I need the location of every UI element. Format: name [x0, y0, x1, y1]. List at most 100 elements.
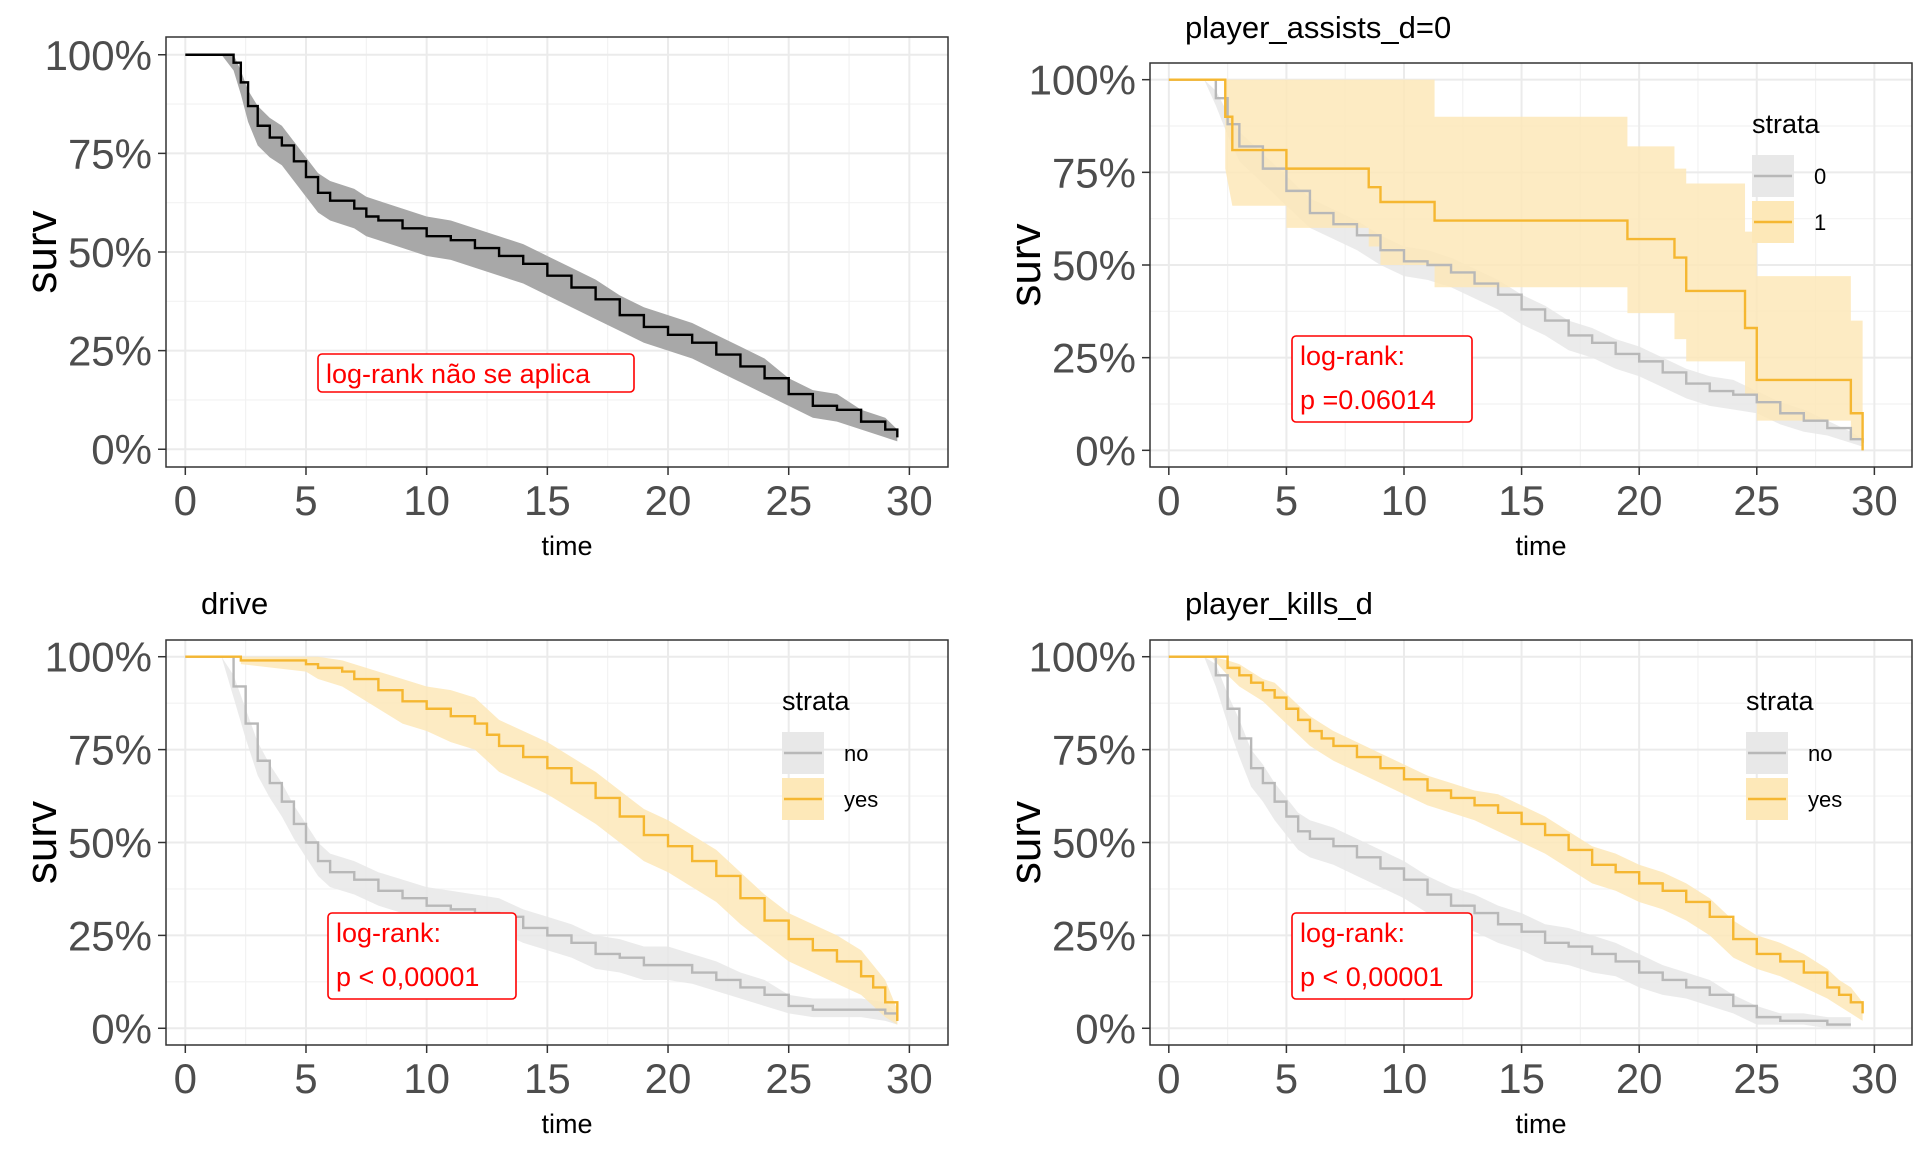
y-tick-label: 100%	[1029, 57, 1136, 104]
y-tick-label: 0%	[91, 1005, 152, 1052]
survival-line-overall	[185, 53, 899, 438]
x-tick-label: 5	[1275, 477, 1298, 524]
x-tick-label: 20	[1616, 477, 1663, 524]
legend-label: yes	[844, 787, 878, 812]
x-tick-label: 10	[403, 477, 450, 524]
x-axis-title: time	[541, 531, 592, 561]
x-tick-label: 30	[886, 477, 933, 524]
panel-1: 0 5 10 15 20 25 30 0% 25% 50% 75% 100% time surv log-r…	[17, 32, 949, 561]
x-tick-label: 15	[1498, 1055, 1545, 1102]
x-tick-label: 20	[645, 1055, 692, 1102]
legend-label: yes	[1808, 787, 1842, 812]
y-tick-label: 0%	[1075, 427, 1136, 474]
survival-line-0	[1168, 78, 1864, 443]
y-tick-label: 50%	[1052, 242, 1136, 289]
x-tick-label: 30	[1851, 1055, 1898, 1102]
survival-line-yes	[1168, 655, 1864, 1014]
x-tick-label: 30	[886, 1055, 933, 1102]
y-tick-label: 25%	[1052, 335, 1136, 382]
log-rank-annotation: log-rank: p < 0,00001	[327, 912, 517, 1000]
panel-2: 0 5 10 15 20 25 300%25%50%75%100%timesurvplaye…	[1001, 10, 1913, 561]
y-tick-label: 75%	[68, 130, 152, 177]
panel-title: player_assists_d=0	[1185, 10, 1451, 45]
y-tick-label: 50%	[68, 820, 152, 867]
x-tick-label: 10	[1381, 1055, 1428, 1102]
x-tick-label: 0	[1157, 477, 1180, 524]
legend-label: no	[844, 741, 868, 766]
x-tick-label: 25	[765, 1055, 812, 1102]
confidence-band-1	[1168, 79, 1863, 451]
y-tick-label: 100%	[1029, 634, 1136, 681]
x-tick-label: 25	[1733, 1055, 1780, 1102]
log-rank-annotation: log-rank: p < 0,00001	[1291, 912, 1473, 1000]
x-tick-label: 5	[294, 1055, 317, 1102]
x-tick-label: 30	[1851, 477, 1898, 524]
y-tick-label: 0%	[1075, 1005, 1136, 1052]
x-axis-title: time	[541, 1109, 592, 1139]
panel-4: 0 5 10 15 20 25 30 0% 25% 50% 75% 100% time surv playe…	[1001, 586, 1913, 1139]
y-tick-label: 25%	[68, 328, 152, 375]
confidence-band-overall	[185, 54, 898, 442]
log-rank-annotation: log-rank não se aplica	[317, 353, 635, 393]
legend-label: 1	[1814, 210, 1826, 235]
legend-label: no	[1808, 741, 1832, 766]
legend: strata no yes	[1746, 686, 1842, 820]
annotation-box	[317, 353, 635, 393]
confidence-band-yes	[1168, 656, 1863, 1021]
y-tick-label: 50%	[68, 229, 152, 276]
x-tick-label: 20	[1616, 1055, 1663, 1102]
x-tick-label: 0	[1157, 1055, 1180, 1102]
survival-line-yes	[185, 655, 899, 1021]
y-axis-title: surv	[1001, 223, 1050, 306]
panel-title: drive	[201, 586, 268, 621]
x-tick-label: 5	[1275, 1055, 1298, 1102]
annotation-box	[327, 912, 517, 1000]
panel-title: player_kills_d	[1185, 586, 1373, 621]
legend: strata no yes	[782, 686, 878, 820]
survival-line-1	[1168, 78, 1864, 451]
y-tick-label: 100%	[45, 32, 152, 79]
annotation-text: p =0.06014	[1300, 385, 1436, 415]
y-tick-label: 50%	[1052, 820, 1136, 867]
y-tick-label: 25%	[1052, 912, 1136, 959]
y-tick-label: 75%	[1052, 149, 1136, 196]
annotation-box	[1291, 335, 1473, 423]
y-tick-label: 0%	[91, 426, 152, 473]
log-rank-annotation: log-rank: p =0.06014	[1291, 335, 1473, 423]
y-axis-title: surv	[17, 801, 66, 884]
annotation-text: p < 0,00001	[1300, 962, 1443, 992]
y-tick-label: 25%	[68, 912, 152, 959]
y-tick-label: 75%	[68, 727, 152, 774]
annotation-text: p < 0,00001	[336, 962, 479, 992]
x-tick-label: 15	[524, 1055, 571, 1102]
annotation-box	[1291, 912, 1473, 1000]
legend-title: strata	[782, 686, 851, 716]
annotation-text: log-rank:	[336, 918, 441, 948]
legend-label: 0	[1814, 164, 1826, 189]
x-axis-title: time	[1515, 1109, 1566, 1139]
annotation-text: log-rank não se aplica	[326, 359, 591, 389]
y-tick-label: 100%	[45, 634, 152, 681]
survival-line-no	[1168, 655, 1851, 1026]
panel-3: 0 5 10 15 20 25 30 0% 25% 50% 75% 100% time surv drive…	[17, 586, 949, 1139]
confidence-band-no	[1168, 656, 1851, 1029]
x-tick-label: 0	[174, 477, 197, 524]
x-axis-title: time	[1515, 531, 1566, 561]
legend-title: strata	[1752, 109, 1821, 139]
annotation-text: log-rank:	[1300, 918, 1405, 948]
annotation-text: log-rank:	[1300, 341, 1405, 371]
y-tick-label: 75%	[1052, 727, 1136, 774]
x-tick-label: 25	[765, 477, 812, 524]
legend: strata 0 1	[1752, 109, 1826, 243]
x-tick-label: 10	[403, 1055, 450, 1102]
y-axis-title: surv	[1001, 801, 1050, 884]
legend-title: strata	[1746, 686, 1815, 716]
x-tick-label: 25	[1733, 477, 1780, 524]
x-tick-label: 5	[294, 477, 317, 524]
x-tick-label: 15	[524, 477, 571, 524]
x-tick-label: 0	[174, 1055, 197, 1102]
x-tick-label: 20	[645, 477, 692, 524]
x-tick-label: 15	[1498, 477, 1545, 524]
